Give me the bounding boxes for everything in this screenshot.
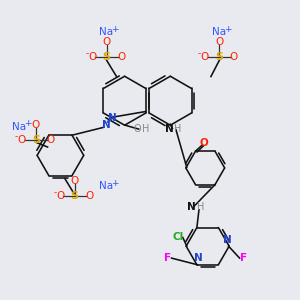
- Text: S: S: [71, 191, 79, 201]
- Text: O: O: [215, 37, 224, 47]
- Text: Na: Na: [99, 182, 113, 191]
- Text: Cl: Cl: [172, 232, 183, 242]
- Text: +: +: [224, 25, 232, 34]
- Text: O: O: [56, 191, 64, 201]
- Text: O: O: [199, 138, 208, 148]
- Text: O: O: [201, 52, 209, 62]
- Text: O: O: [70, 176, 79, 186]
- Text: +: +: [24, 119, 32, 128]
- Text: +: +: [111, 179, 118, 188]
- Text: O: O: [46, 135, 54, 146]
- Text: N: N: [223, 235, 232, 245]
- Text: H: H: [174, 124, 181, 134]
- Text: S: S: [215, 52, 223, 62]
- Text: -: -: [85, 49, 88, 58]
- Text: N: N: [102, 120, 110, 130]
- Text: S: S: [32, 135, 40, 146]
- Text: O: O: [103, 37, 111, 47]
- Text: +: +: [111, 25, 119, 34]
- Text: H: H: [196, 202, 204, 212]
- Text: Na: Na: [212, 27, 226, 37]
- Text: O: O: [134, 124, 141, 134]
- Text: -: -: [53, 188, 57, 197]
- Text: O: O: [85, 191, 93, 201]
- Text: O: O: [32, 120, 40, 130]
- Text: S: S: [103, 52, 111, 62]
- Text: N: N: [194, 253, 203, 263]
- Text: -: -: [15, 132, 18, 141]
- Text: N: N: [187, 202, 196, 212]
- Text: O: O: [230, 52, 238, 62]
- Text: Na: Na: [99, 27, 113, 37]
- Text: O: O: [88, 52, 97, 62]
- Text: H: H: [142, 124, 149, 134]
- Text: N: N: [108, 113, 117, 123]
- Text: N: N: [165, 124, 174, 134]
- Text: O: O: [17, 135, 26, 146]
- Text: O: O: [117, 52, 125, 62]
- Text: F: F: [240, 253, 247, 263]
- Text: Na: Na: [12, 122, 26, 132]
- Text: F: F: [164, 253, 172, 263]
- Text: -: -: [198, 49, 201, 58]
